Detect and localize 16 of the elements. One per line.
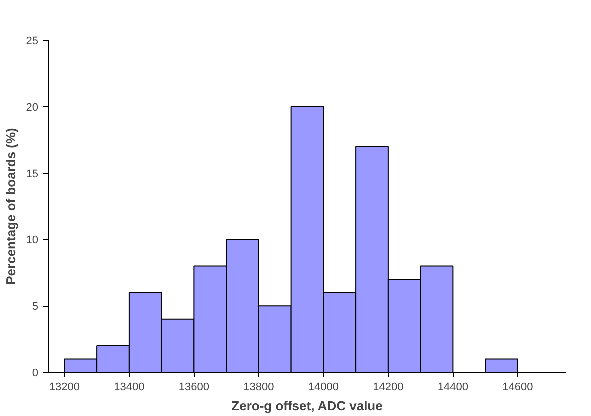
x-tick-label: 13400 bbox=[114, 382, 145, 394]
x-tick-label: 13200 bbox=[49, 382, 80, 394]
x-tick-label: 14600 bbox=[502, 382, 534, 394]
y-tick-label: 0 bbox=[32, 368, 39, 380]
x-axis-title: Zero-g offset, ADC value bbox=[232, 398, 383, 414]
x-tick-label: 14200 bbox=[373, 382, 404, 394]
y-tick-label: 10 bbox=[26, 234, 39, 247]
x-tick-label: 13800 bbox=[244, 382, 274, 394]
y-tick-label: 25 bbox=[26, 36, 39, 48]
y-tick-label: 20 bbox=[26, 102, 39, 114]
y-axis-title: Percentage of boards (%) bbox=[3, 128, 18, 285]
x-tick-label: 14000 bbox=[308, 382, 339, 394]
x-tick-label: 14400 bbox=[438, 382, 468, 394]
x-tick-label: 13600 bbox=[178, 382, 210, 394]
y-tick-label: 5 bbox=[32, 301, 39, 314]
y-tick-label: 15 bbox=[26, 168, 39, 180]
